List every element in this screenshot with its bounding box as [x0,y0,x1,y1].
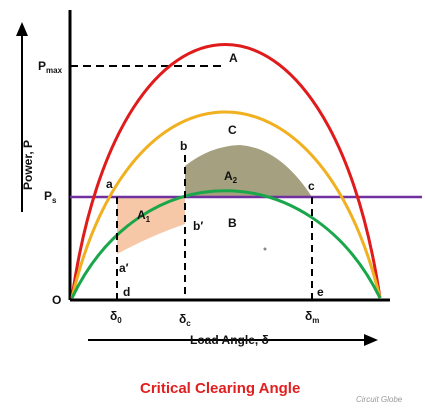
point-a-prime-label: a′ [119,261,129,275]
point-b-label: b [180,139,187,153]
point-b-prime-label: b′ [193,219,203,233]
point-d-label: d [123,285,130,299]
post-fault-curve [70,110,382,299]
point-e-label: e [317,285,324,299]
stray-dot [263,247,267,251]
y-axis-title: Power, P [21,140,35,190]
x-axis-title: Load Angle, δ [190,333,269,347]
ps-label: Ps [44,189,57,205]
diagram-title: Critical Clearing Angle [140,380,300,397]
point-a-upper-label: A [229,51,238,65]
watermark: Circuit Globe [356,395,403,404]
area-a1-label: A1 [137,208,151,224]
area-a1-fill [117,197,185,254]
point-a-label: a [106,177,113,191]
load-angle-arrow-head [364,334,378,346]
area-a2-label: A2 [224,169,238,185]
point-b-upper-label: B [228,216,237,230]
pre-fault-curve [70,43,382,299]
point-c-label: c [308,179,315,193]
pmax-label: Pmax [38,59,63,75]
deltam-label: δm [305,309,319,325]
delta0-label: δ0 [110,309,122,325]
deltac-label: δc [179,312,191,328]
during-fault-curve [70,189,382,299]
origin-label: O [52,293,61,307]
area-a2-fill [185,145,312,197]
point-c-upper-label: C [228,123,237,137]
power-arrow-head [16,22,28,36]
